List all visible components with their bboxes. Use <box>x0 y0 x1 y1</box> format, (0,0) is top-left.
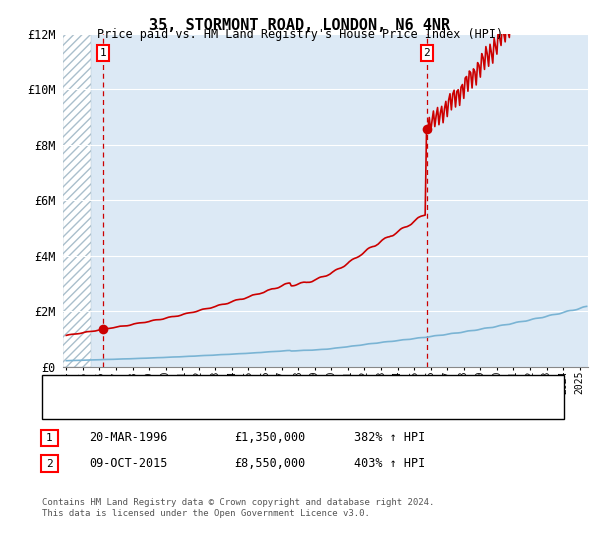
Text: 2: 2 <box>46 459 53 469</box>
Text: £8,550,000: £8,550,000 <box>234 457 305 470</box>
Text: HPI: Average price, detached house, Haringey: HPI: Average price, detached house, Hari… <box>81 400 356 410</box>
Text: 20-MAR-1996: 20-MAR-1996 <box>89 431 167 445</box>
Text: 35, STORMONT ROAD, LONDON, N6 4NR: 35, STORMONT ROAD, LONDON, N6 4NR <box>149 18 451 33</box>
Text: Contains HM Land Registry data © Crown copyright and database right 2024.
This d: Contains HM Land Registry data © Crown c… <box>42 498 434 518</box>
Text: ——: —— <box>51 380 68 393</box>
Text: 1: 1 <box>46 433 53 443</box>
Text: ——: —— <box>51 398 68 412</box>
Text: 2: 2 <box>424 48 430 58</box>
Text: £1,350,000: £1,350,000 <box>234 431 305 445</box>
Text: 382% ↑ HPI: 382% ↑ HPI <box>354 431 425 445</box>
Text: Price paid vs. HM Land Registry's House Price Index (HPI): Price paid vs. HM Land Registry's House … <box>97 28 503 41</box>
Bar <box>63 34 91 367</box>
Text: 35, STORMONT ROAD, LONDON, N6 4NR (detached house): 35, STORMONT ROAD, LONDON, N6 4NR (detac… <box>81 381 394 391</box>
Text: 09-OCT-2015: 09-OCT-2015 <box>89 457 167 470</box>
Text: 403% ↑ HPI: 403% ↑ HPI <box>354 457 425 470</box>
Bar <box>63 34 91 367</box>
Text: 1: 1 <box>100 48 106 58</box>
